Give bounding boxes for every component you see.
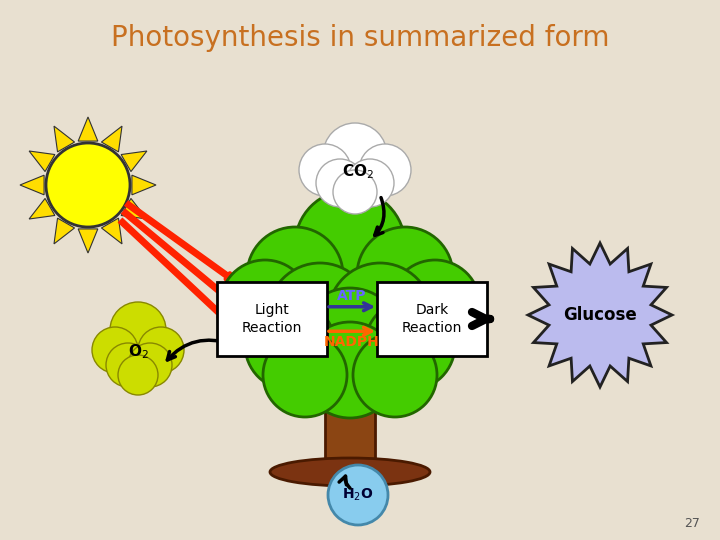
Text: O$_2$: O$_2$	[127, 343, 148, 361]
Circle shape	[295, 190, 405, 300]
Circle shape	[316, 159, 364, 207]
Polygon shape	[54, 218, 75, 244]
Circle shape	[110, 302, 166, 358]
Circle shape	[245, 300, 335, 390]
Circle shape	[302, 322, 398, 418]
Polygon shape	[102, 218, 122, 244]
Polygon shape	[325, 385, 375, 470]
Circle shape	[92, 327, 138, 373]
Circle shape	[46, 143, 130, 227]
Circle shape	[298, 288, 402, 392]
FancyBboxPatch shape	[217, 282, 327, 356]
Polygon shape	[20, 175, 44, 195]
Circle shape	[353, 333, 437, 417]
Text: H$_2$O: H$_2$O	[342, 487, 374, 503]
Polygon shape	[121, 199, 147, 219]
Text: Dark
Reaction: Dark Reaction	[402, 303, 462, 335]
Circle shape	[365, 300, 455, 390]
Polygon shape	[528, 243, 672, 387]
Circle shape	[220, 260, 310, 350]
Polygon shape	[29, 199, 55, 219]
Circle shape	[106, 343, 150, 387]
Circle shape	[128, 343, 172, 387]
Circle shape	[333, 170, 377, 214]
Text: Light
Reaction: Light Reaction	[242, 303, 302, 335]
Circle shape	[247, 227, 343, 323]
Polygon shape	[102, 126, 122, 152]
Polygon shape	[78, 229, 98, 253]
Text: Photosynthesis in summarized form: Photosynthesis in summarized form	[111, 24, 609, 52]
Circle shape	[390, 260, 480, 350]
Circle shape	[346, 159, 394, 207]
Circle shape	[357, 227, 453, 323]
Text: CO$_2$: CO$_2$	[342, 163, 374, 181]
Circle shape	[263, 333, 347, 417]
Circle shape	[268, 263, 372, 367]
Polygon shape	[132, 175, 156, 195]
FancyBboxPatch shape	[377, 282, 487, 356]
Polygon shape	[54, 126, 75, 152]
Circle shape	[359, 144, 411, 196]
Text: NADPH: NADPH	[324, 335, 380, 349]
Circle shape	[328, 465, 388, 525]
Circle shape	[118, 355, 158, 395]
Polygon shape	[29, 151, 55, 172]
Polygon shape	[78, 117, 98, 141]
Text: 27: 27	[684, 517, 700, 530]
Text: Glucose: Glucose	[563, 306, 637, 324]
Circle shape	[323, 123, 387, 187]
Circle shape	[138, 327, 184, 373]
Circle shape	[299, 144, 351, 196]
Circle shape	[328, 263, 432, 367]
Polygon shape	[121, 151, 147, 172]
Text: ATP: ATP	[337, 289, 366, 303]
Ellipse shape	[270, 458, 430, 486]
